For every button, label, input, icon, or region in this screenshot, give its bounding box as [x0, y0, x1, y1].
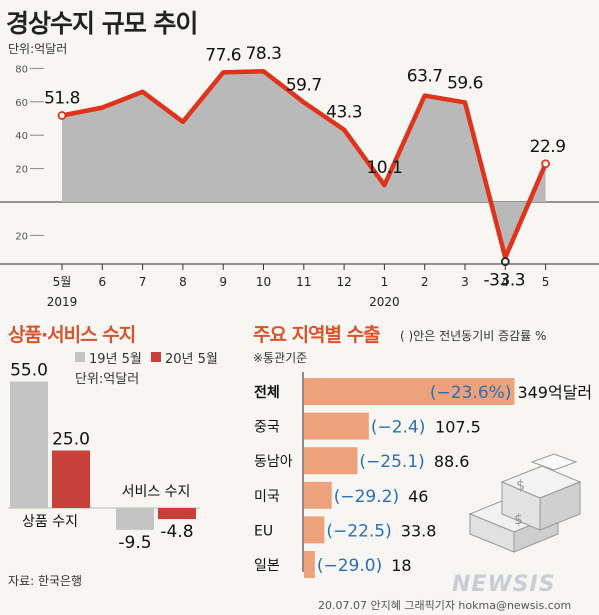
dollar-sign-icon: $: [514, 512, 523, 528]
export-value-label: 46: [408, 487, 428, 506]
pct-label: (−29.2): [334, 487, 399, 507]
x-tick-label: 6: [98, 275, 106, 289]
exports-note: ( )안은 전년동기비 증감률 %: [400, 329, 547, 343]
page-title: 경상수지 규모 추이: [6, 9, 198, 38]
export-bar: [304, 378, 515, 405]
unit-label-2: 단위:억달러: [75, 372, 140, 387]
value-label: 10.1: [366, 158, 402, 178]
export-value-label: 349억달러: [517, 383, 592, 402]
source-note: 자료: 한국은행: [8, 574, 83, 588]
x-tick-label: 2: [421, 275, 429, 289]
unit-label: 단위:억달러: [8, 42, 68, 56]
export-value-label: 33.8: [401, 521, 437, 540]
area-fill: [62, 71, 546, 258]
goods-services-chart: 55.0 25.0 -9.5 -4.8 상품 수지 서비스 수지: [8, 361, 200, 553]
value-label: 77.6: [205, 45, 241, 65]
export-bar: [304, 516, 325, 544]
bar-value-label: 25.0: [52, 430, 90, 450]
dollar-sign-icon: $: [516, 478, 525, 494]
bar-value-label: -9.5: [118, 533, 151, 553]
pct-label: (−22.5): [326, 521, 391, 541]
legend-label-2020: 20년 5월: [165, 352, 218, 367]
export-value-label: 18: [391, 556, 411, 575]
legend-swatch-2019: [75, 352, 85, 362]
goods-services-title: 상품·서비스 수지: [8, 324, 136, 346]
data-point: [541, 159, 550, 169]
pct-label: (−29.0): [317, 556, 382, 576]
legend-swatch-2020: [151, 352, 161, 362]
bar: [116, 508, 154, 530]
category-label: 서비스 수지: [122, 484, 191, 500]
regional-exports-title: 주요 지역별 수출: [253, 324, 381, 346]
x-tick-label: 5: [542, 275, 550, 289]
bar-value-label: -4.8: [160, 522, 193, 542]
newsis-watermark: NEWSIS: [452, 572, 556, 597]
category-label: 상품 수지: [22, 514, 78, 530]
y-tick-label: 60: [15, 98, 28, 109]
value-label: -33.3: [484, 271, 526, 291]
money-stack-illustration: $ $: [468, 453, 582, 553]
export-bar: [304, 551, 315, 578]
year-label: 2019: [47, 295, 78, 309]
y-tick-label: 40: [15, 131, 28, 142]
x-tick-label: 1: [381, 275, 389, 289]
y-tick-label: 80: [15, 64, 28, 75]
bar: [158, 508, 196, 520]
export-bar: [304, 481, 332, 509]
export-value-label: 88.6: [434, 452, 470, 471]
pct-label: (−25.1): [359, 452, 424, 472]
bar: [10, 381, 48, 508]
x-tick-label: 11: [296, 275, 311, 289]
value-label: 22.9: [530, 137, 566, 157]
data-point: [57, 111, 67, 120]
current-account-line: [61, 68, 548, 260]
region-label: 중국: [254, 420, 280, 436]
export-bar: [304, 412, 369, 440]
region-label: EU: [254, 523, 273, 539]
export-bar: [304, 447, 358, 475]
region-label: 일본: [254, 558, 280, 574]
y-tick-label: 20: [15, 165, 28, 176]
value-label: 63.7: [407, 67, 443, 87]
year-label: 2020: [369, 295, 400, 309]
x-tick-label: 5월: [53, 275, 72, 289]
customs-note: ※통관기준: [253, 351, 308, 365]
region-label: 미국: [254, 489, 280, 505]
x-tick-label: 7: [139, 275, 147, 289]
region-label: 전체: [254, 384, 280, 401]
value-label: 78.3: [246, 44, 282, 64]
pct-label: (−23.6%): [430, 383, 512, 403]
x-tick-label: 10: [256, 275, 271, 289]
legend-label-2019: 19년 5월: [89, 352, 142, 367]
region-label: 동남아: [254, 454, 293, 470]
value-label: 51.8: [44, 88, 80, 108]
pct-label: (−2.4): [371, 418, 426, 438]
x-tick-label: 4: [501, 275, 509, 289]
bar: [52, 450, 90, 508]
value-label: 59.7: [286, 75, 322, 95]
x-tick-label: 9: [219, 275, 227, 289]
credit-footer: 20.07.07 안지혜 그래픽기자 hokma@newsis.com: [318, 599, 572, 612]
x-tick-label: 3: [461, 275, 469, 289]
y-tick-label: 20: [15, 231, 28, 242]
value-label: 59.6: [447, 73, 483, 93]
export-value-label: 107.5: [435, 418, 481, 437]
value-label: 43.3: [326, 103, 362, 123]
x-tick-label: 8: [179, 275, 187, 289]
bar-value-label: 55.0: [10, 361, 48, 381]
x-tick-label: 12: [336, 275, 351, 289]
